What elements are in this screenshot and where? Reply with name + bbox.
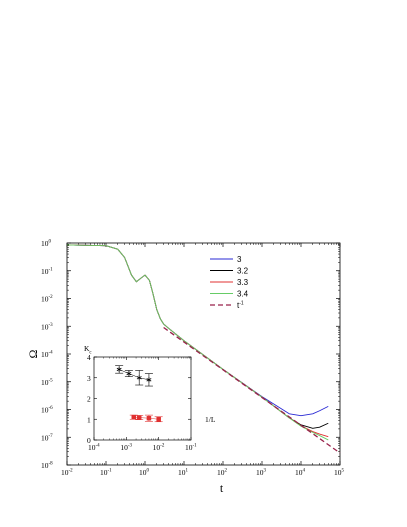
- inset-x-tick-label-exp: -4: [96, 444, 101, 449]
- inset-series-line-1: [133, 416, 159, 420]
- x-tick-label: 101: [178, 468, 189, 477]
- y-tick-label-exp: -6: [49, 406, 54, 411]
- x-tick-label-base: 10: [217, 468, 225, 477]
- x-tick-label-base: 10: [256, 468, 264, 477]
- inset-x-tick-label-base: 10: [120, 443, 128, 452]
- inset-x-tick-label-base: 10: [88, 443, 96, 452]
- inset-x-tick-label: 10-4: [88, 443, 100, 452]
- x-tick-label-exp: 1: [186, 469, 189, 474]
- inset-y-tick-label: 2: [87, 395, 91, 404]
- y-tick-label-exp: 0: [49, 240, 52, 245]
- x-tick-label-exp: -2: [69, 469, 74, 474]
- y-tick-label-base: 10: [41, 433, 49, 442]
- inset-x-tick-label-base: 10: [185, 443, 193, 452]
- y-tick-label-base: 10: [41, 239, 49, 248]
- y-tick-label-exp: -7: [49, 434, 54, 439]
- inset-x-tick-label-exp: -2: [160, 444, 165, 449]
- inset-x-axis-title: 1/L: [205, 415, 216, 424]
- inset-x-tick-label-exp: -1: [193, 444, 198, 449]
- x-axis-title: t: [220, 481, 224, 495]
- y-tick-label-exp: -4: [49, 351, 54, 356]
- x-tick-label: 10-1: [100, 468, 112, 477]
- inset-x-tick-label: 10-1: [185, 443, 197, 452]
- x-tick-label-exp: 5: [342, 469, 345, 474]
- x-tick-label-exp: 0: [147, 469, 150, 474]
- x-tick-label-exp: 4: [303, 469, 306, 474]
- y-tick-label-base: 10: [41, 406, 49, 415]
- x-tick-label: 103: [256, 468, 267, 477]
- y-tick-label: 100: [41, 239, 52, 248]
- series-line-4: [163, 326, 341, 454]
- legend-label-3: 3.4: [237, 290, 249, 299]
- inset-y-tick-label: 4: [87, 353, 91, 362]
- x-tick-label-exp: 3: [264, 469, 267, 474]
- y-tick-label-exp: -3: [49, 323, 54, 328]
- y-tick-label-base: 10: [41, 461, 49, 470]
- y-tick-label-base: 10: [41, 378, 49, 387]
- y-tick-label-exp: -8: [49, 462, 54, 467]
- x-tick-label-base: 10: [295, 468, 303, 477]
- y-tick-label: 10-1: [41, 267, 53, 276]
- series-line-3: [66, 244, 329, 441]
- x-tick-label-base: 10: [139, 468, 147, 477]
- inset-point-star-stroke: [146, 378, 152, 382]
- x-tick-label-base: 10: [61, 468, 69, 477]
- legend-label-0: 3: [237, 255, 242, 264]
- inset-y-axis-title: Kc: [84, 344, 92, 356]
- x-tick-label-exp: -1: [108, 469, 113, 474]
- inset-x-tick-label: 10-2: [153, 443, 165, 452]
- y-tick-label: 10-3: [41, 322, 53, 331]
- legend-label-4-base: t: [237, 301, 240, 310]
- x-tick-label-base: 10: [334, 468, 342, 477]
- inset-x-tick-label-base: 10: [153, 443, 161, 452]
- legend-label-4: t-1: [237, 301, 244, 311]
- inset-y-tick-label: 3: [87, 374, 91, 383]
- x-tick-label: 100: [139, 468, 150, 477]
- x-tick-label: 105: [334, 468, 345, 477]
- inset-y-axis-title-base: K: [84, 344, 90, 353]
- legend-label-2: 3.3: [237, 278, 249, 287]
- main-chart: 10-2 10-1 100 101 102 103 104 10510-810-710-610…: [26, 239, 345, 495]
- inset-series-line-0: [119, 369, 149, 381]
- y-tick-label-exp: -5: [49, 378, 54, 383]
- y-tick-label-base: 10: [41, 267, 49, 276]
- inset-x-tick-label-exp: -3: [128, 444, 133, 449]
- inset-x-tick-label: 10-3: [120, 443, 132, 452]
- x-tick-label: 10-2: [61, 468, 73, 477]
- legend-label-1: 3.2: [237, 267, 249, 276]
- y-tick-label: 10-8: [41, 461, 53, 470]
- x-tick-label-exp: 2: [225, 469, 228, 474]
- inset-plot-frame: [93, 356, 192, 441]
- y-tick-label: 10-5: [41, 378, 53, 387]
- y-tick-label-base: 10: [41, 350, 49, 359]
- inset-y-tick-label: 1: [87, 415, 91, 424]
- y-tick-label: 10-4: [41, 350, 53, 359]
- y-tick-label-exp: -2: [49, 295, 54, 300]
- x-tick-label: 102: [217, 468, 228, 477]
- y-tick-label-exp: -1: [49, 267, 54, 272]
- y-tick-label: 10-2: [41, 295, 53, 304]
- x-tick-label-base: 10: [178, 468, 186, 477]
- x-tick-label-base: 10: [100, 468, 108, 477]
- y-axis-title: Ω: [26, 349, 40, 358]
- x-tick-label: 104: [295, 468, 306, 477]
- y-tick-label: 10-6: [41, 406, 53, 415]
- y-tick-label: 10-7: [41, 433, 53, 442]
- inset-point-star: [146, 377, 152, 383]
- inset-y-axis-title-sub: c: [89, 351, 92, 356]
- legend-label-4-exp: -1: [239, 301, 244, 307]
- inset-y-tick-label: 0: [87, 436, 91, 445]
- y-tick-label-base: 10: [41, 322, 49, 331]
- y-tick-label-base: 10: [41, 295, 49, 304]
